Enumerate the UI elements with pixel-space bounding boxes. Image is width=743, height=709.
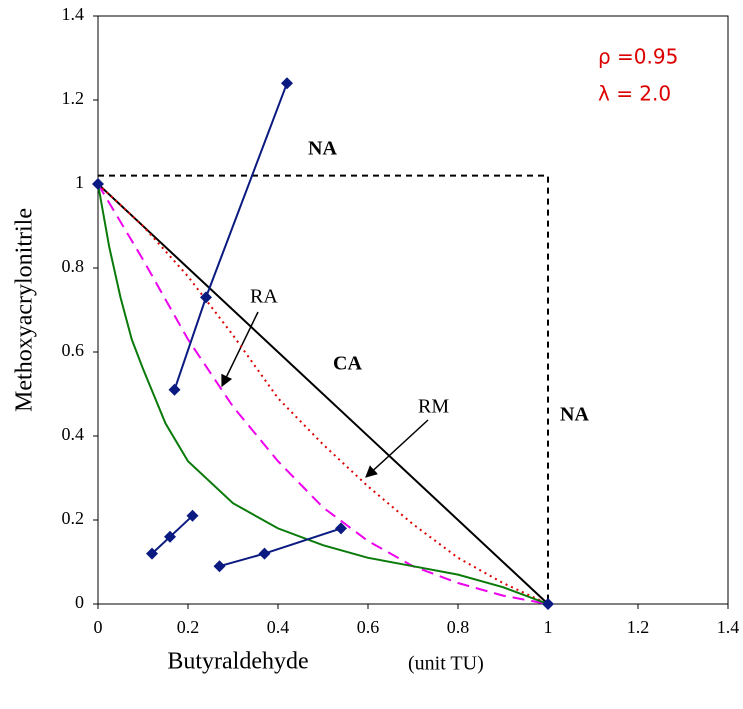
x-tick-label: 0.8 [447,617,470,637]
x-tick-label: 0.4 [267,617,290,637]
x-tick-label: 1.4 [717,617,740,637]
y-tick-label: 0.2 [62,508,85,528]
y-tick-label: 0.6 [62,340,85,360]
arrow [366,420,428,477]
annotation: NA [308,138,337,160]
y-tick-label: 0.8 [62,256,85,276]
x-tick-label: 1 [544,617,553,637]
y-tick-label: 1.4 [62,4,85,24]
y-tick-label: 1 [75,172,84,192]
data-point [259,548,271,560]
annotation: λ = 2.0 [598,82,671,106]
annotation: NA [560,404,589,426]
y-tick-label: 1.2 [62,88,85,108]
x-axis-unit: (unit TU) [408,653,484,675]
y-tick-label: 0.4 [62,424,85,444]
y-axis-label: Methoxyacrylonitrile [12,208,38,412]
annotation: RA [250,286,278,308]
chart: Butyraldehyde (unit TU) Methoxyacrylonit… [0,0,743,709]
data-point [281,77,293,89]
annotation: ρ =0.95 [598,45,678,69]
x-axis-label: Butyraldehyde [167,649,308,675]
annotation: RM [418,396,449,418]
x-tick-label: 0.6 [357,617,380,637]
data-point [169,384,181,396]
series-line [220,528,342,566]
annotation: CA [333,353,362,375]
arrow [222,312,258,386]
y-tick-label: 0 [75,592,84,612]
x-tick-label: 0.2 [177,617,200,637]
x-tick-label: 1.2 [627,617,650,637]
page: {"chart_data": {"type": "line", "xlabel"… [0,0,743,709]
data-point [214,560,226,572]
x-tick-label: 0 [94,617,103,637]
